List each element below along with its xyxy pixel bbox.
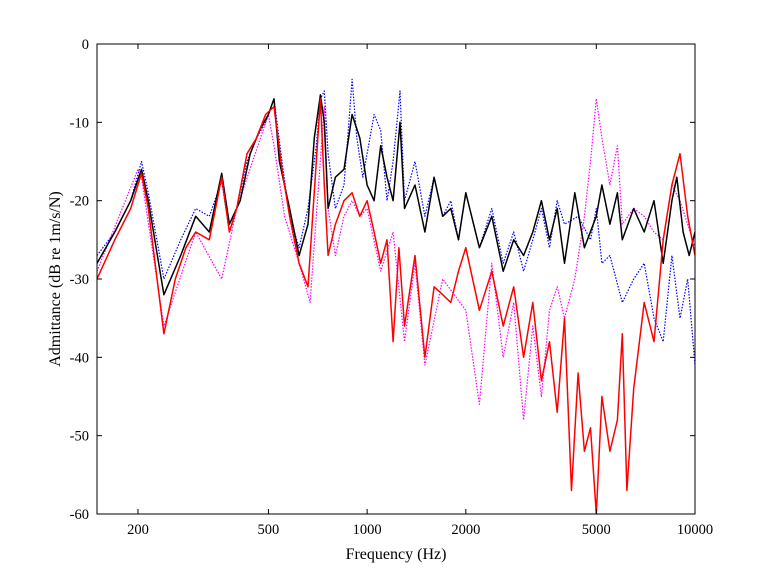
x-axis: 200 500 1000 2000 5000 10000 — [127, 44, 713, 538]
y-tick-label: -30 — [70, 272, 89, 288]
x-tick-label: 500 — [258, 522, 280, 538]
y-tick-label: -50 — [70, 429, 89, 445]
y-axis: 0 -10 -20 -30 -40 -50 -60 — [70, 37, 695, 523]
x-tick-label: 1000 — [353, 522, 382, 538]
x-tick-label: 10000 — [677, 522, 713, 538]
y-tick-label: -10 — [70, 115, 89, 131]
series-line — [97, 94, 695, 296]
x-tick-label: 2000 — [451, 522, 480, 538]
series-line — [97, 98, 695, 421]
series-line — [97, 98, 695, 514]
x-tick-label: 5000 — [582, 522, 611, 538]
y-axis-label: Admittance (dB re 1m/s/N) — [47, 191, 64, 367]
x-axis-label: Frequency (Hz) — [346, 546, 447, 563]
y-tick-label: -20 — [70, 194, 89, 210]
y-tick-label: -40 — [70, 350, 89, 366]
y-tick-label: 0 — [82, 37, 89, 53]
x-tick-label: 200 — [127, 522, 149, 538]
y-tick-label: -60 — [70, 507, 89, 523]
series-layer — [97, 78, 695, 514]
